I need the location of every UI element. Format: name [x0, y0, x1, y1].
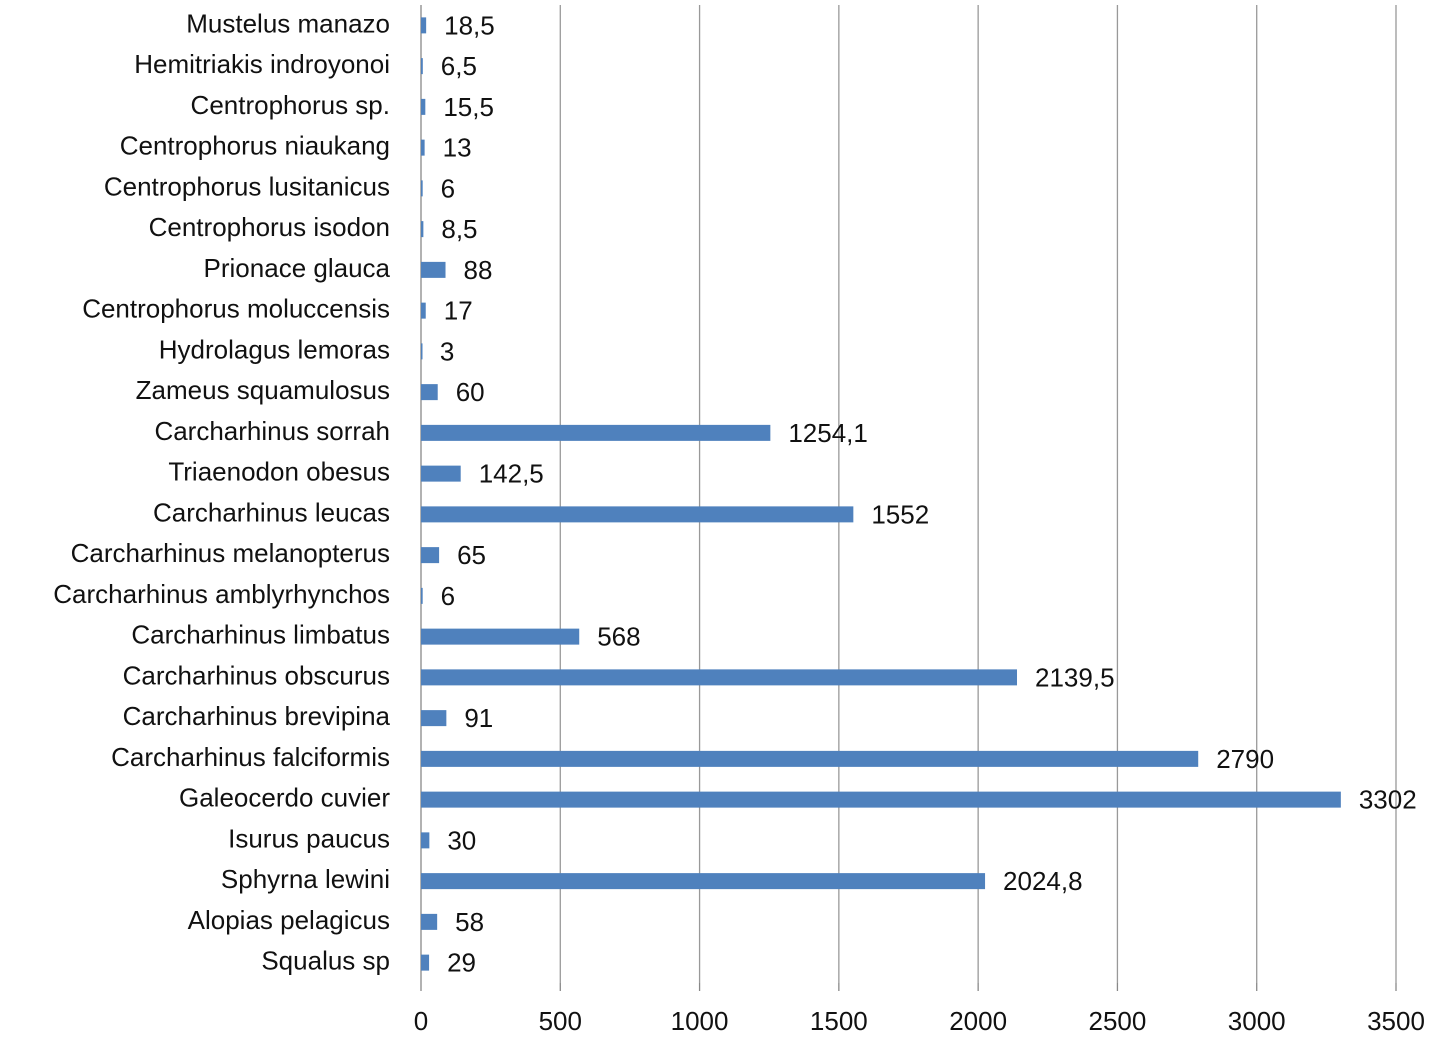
bar [421, 384, 438, 401]
bar [421, 58, 423, 75]
y-tick-label: Carcharhinus melanopterus [71, 538, 390, 568]
data-label: 88 [464, 255, 493, 285]
data-label: 29 [447, 948, 476, 978]
y-tick-label: Centrophorus isodon [149, 212, 390, 242]
bar [421, 343, 423, 360]
bar [421, 628, 580, 645]
data-label: 13 [443, 133, 472, 163]
x-tick-label: 3000 [1228, 1006, 1286, 1036]
bar [421, 873, 986, 890]
data-label: 6 [441, 581, 455, 611]
x-tick-label: 0 [414, 1006, 428, 1036]
y-tick-label: Alopias pelagicus [188, 905, 390, 935]
y-tick-label: Hydrolagus lemoras [159, 334, 390, 364]
y-tick-label: Sphyrna lewini [221, 864, 390, 894]
bar [421, 710, 447, 727]
x-tick-label: 3500 [1367, 1006, 1425, 1036]
y-tick-label: Squalus sp [261, 946, 390, 976]
y-tick-label: Triaenodon obesus [168, 457, 390, 487]
data-label: 6 [441, 173, 455, 203]
bar [421, 913, 438, 930]
data-label: 142,5 [479, 459, 544, 489]
y-tick-label: Centrophorus lusitanicus [104, 171, 390, 201]
data-label: 568 [597, 622, 640, 652]
x-tick-label: 1500 [810, 1006, 868, 1036]
data-label: 65 [457, 540, 486, 570]
y-tick-label: Carcharhinus leucas [153, 497, 390, 527]
bar [421, 139, 425, 156]
data-label: 6,5 [441, 51, 477, 81]
data-label: 1552 [871, 499, 929, 529]
x-tick-label: 500 [539, 1006, 582, 1036]
data-label: 2790 [1216, 744, 1274, 774]
data-label: 58 [455, 907, 484, 937]
y-tick-label: Centrophorus moluccensis [82, 294, 390, 324]
y-tick-label: Carcharhinus sorrah [154, 416, 390, 446]
y-tick-label: Carcharhinus obscurus [123, 660, 390, 690]
bar [421, 180, 423, 197]
bar [421, 465, 461, 482]
bar [421, 424, 771, 441]
y-tick-label: Prionace glauca [204, 253, 391, 283]
data-label: 30 [447, 825, 476, 855]
y-tick-label: Hemitriakis indroyonoi [134, 49, 390, 79]
data-label: 91 [464, 703, 493, 733]
y-tick-label: Mustelus manazo [186, 8, 390, 38]
y-tick-label: Galeocerdo cuvier [179, 783, 390, 813]
y-tick-label: Carcharhinus falciformis [111, 742, 390, 772]
y-tick-label: Isurus paucus [228, 823, 390, 853]
x-tick-label: 2000 [949, 1006, 1007, 1036]
data-label: 60 [456, 377, 485, 407]
bar [421, 302, 426, 319]
x-tick-label: 2500 [1089, 1006, 1147, 1036]
y-tick-label: Centrophorus sp. [191, 90, 390, 120]
bar [421, 669, 1018, 686]
bar [421, 261, 446, 278]
bar [421, 587, 423, 604]
data-label: 8,5 [441, 214, 477, 244]
data-label: 2139,5 [1035, 662, 1115, 692]
y-tick-label: Centrophorus niaukang [120, 131, 390, 161]
data-label: 3302 [1359, 785, 1417, 815]
y-tick-label: Carcharhinus limbatus [131, 620, 390, 650]
bar [421, 506, 854, 523]
bar [421, 98, 426, 115]
bar [421, 547, 440, 564]
data-label: 17 [444, 296, 473, 326]
x-tick-label: 1000 [671, 1006, 729, 1036]
y-tick-label: Carcharhinus amblyrhynchos [53, 579, 390, 609]
y-tick-label: Carcharhinus brevipina [123, 701, 391, 731]
bar [421, 791, 1341, 808]
data-label: 18,5 [444, 10, 495, 40]
data-label: 3 [440, 336, 454, 366]
bar [421, 221, 424, 238]
data-label: 1254,1 [788, 418, 868, 448]
data-label: 15,5 [443, 92, 494, 122]
bar [421, 750, 1199, 767]
bar [421, 832, 430, 849]
bar [421, 954, 430, 971]
y-tick-label: Zameus squamulosus [136, 375, 390, 405]
data-label: 2024,8 [1003, 866, 1083, 896]
bar [421, 17, 427, 34]
